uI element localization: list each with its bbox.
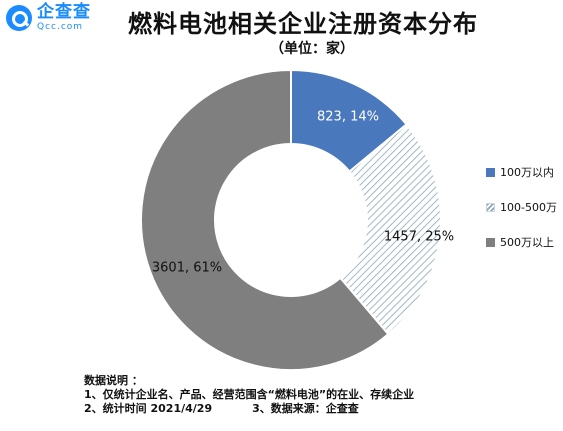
chart-title: 燃料电池相关企业注册资本分布 (128, 10, 478, 38)
data-label-100-under: 823, 14% (317, 110, 379, 125)
brand-name-cn: 企查查 (37, 2, 91, 22)
data-label-100-500: 1457, 25% (384, 230, 454, 245)
notes-date: 2、统计时间 2021/4/29 (84, 402, 213, 415)
notes-source: 3、数据来源：企查查 (252, 402, 359, 415)
legend-label: 100-500万 (500, 201, 557, 214)
chart-legend: 100万以内 100-500万 500万以上 (486, 163, 557, 268)
magnifier-logo-icon (6, 5, 32, 31)
legend-swatch (486, 167, 495, 177)
legend-item-500-over: 500万以上 (486, 233, 557, 251)
legend-swatch (486, 202, 495, 212)
slice-500-over (140, 68, 390, 371)
brand-wordmark: 企查查 Qcc.com (37, 4, 91, 32)
chart-subtitle: （单位：家） (270, 41, 354, 57)
data-notes: 数据说明 ： 1、仅统计企业名、产品、经营范围含“燃料电池”的在业、存续企业 2… (84, 374, 414, 416)
slice-100-500 (338, 122, 442, 336)
brand-logo: 企查查 Qcc.com (6, 4, 91, 32)
legend-item-100-under: 100万以内 (486, 163, 557, 181)
legend-item-100-500: 100-500万 (486, 198, 557, 216)
legend-label: 500万以上 (500, 236, 554, 249)
notes-line-1: 1、仅统计企业名、产品、经营范围含“燃料电池”的在业、存续企业 (84, 388, 415, 401)
notes-heading: 数据说明 ： (84, 374, 143, 387)
data-label-500-over: 3601, 61% (152, 261, 222, 276)
legend-label: 100万以内 (500, 166, 554, 179)
notes-line-2: 2、统计时间 2021/4/29 3、数据来源：企查查 (84, 402, 414, 416)
brand-name-en: Qcc.com (37, 22, 84, 32)
legend-swatch (486, 237, 495, 247)
